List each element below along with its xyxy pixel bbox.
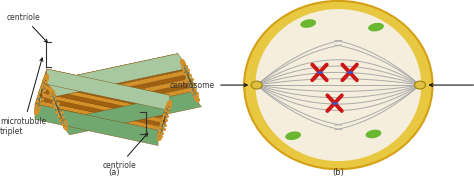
Polygon shape — [47, 69, 170, 111]
Polygon shape — [46, 54, 188, 96]
Text: centriole: centriole — [102, 133, 147, 170]
Polygon shape — [44, 73, 168, 103]
Polygon shape — [39, 88, 163, 119]
Text: microtubule
triplet: microtubule triplet — [0, 58, 46, 136]
Ellipse shape — [244, 1, 433, 169]
Polygon shape — [49, 88, 66, 129]
Polygon shape — [37, 92, 162, 122]
Ellipse shape — [301, 19, 316, 28]
Polygon shape — [59, 92, 201, 135]
Polygon shape — [181, 60, 198, 101]
Polygon shape — [35, 104, 158, 146]
Polygon shape — [57, 88, 191, 120]
Polygon shape — [47, 58, 181, 90]
Polygon shape — [40, 85, 164, 115]
Polygon shape — [55, 79, 188, 112]
Polygon shape — [158, 101, 170, 139]
Ellipse shape — [368, 23, 384, 31]
Polygon shape — [52, 71, 185, 103]
Polygon shape — [49, 62, 182, 94]
Circle shape — [414, 81, 426, 89]
Polygon shape — [43, 77, 167, 107]
Ellipse shape — [255, 9, 421, 161]
Polygon shape — [46, 69, 170, 99]
Polygon shape — [56, 83, 189, 116]
Polygon shape — [36, 96, 161, 126]
Text: (a): (a) — [108, 168, 119, 177]
Polygon shape — [35, 75, 47, 113]
Polygon shape — [42, 81, 166, 111]
Polygon shape — [50, 66, 183, 99]
Text: (b): (b) — [332, 168, 344, 177]
Text: centriole: centriole — [7, 13, 47, 42]
Polygon shape — [35, 100, 159, 130]
Text: centrosome: centrosome — [429, 81, 474, 90]
Polygon shape — [46, 54, 179, 86]
Text: centrosome: centrosome — [170, 81, 247, 90]
Polygon shape — [53, 75, 186, 107]
Ellipse shape — [365, 130, 382, 138]
Circle shape — [251, 81, 262, 89]
Ellipse shape — [285, 131, 301, 140]
